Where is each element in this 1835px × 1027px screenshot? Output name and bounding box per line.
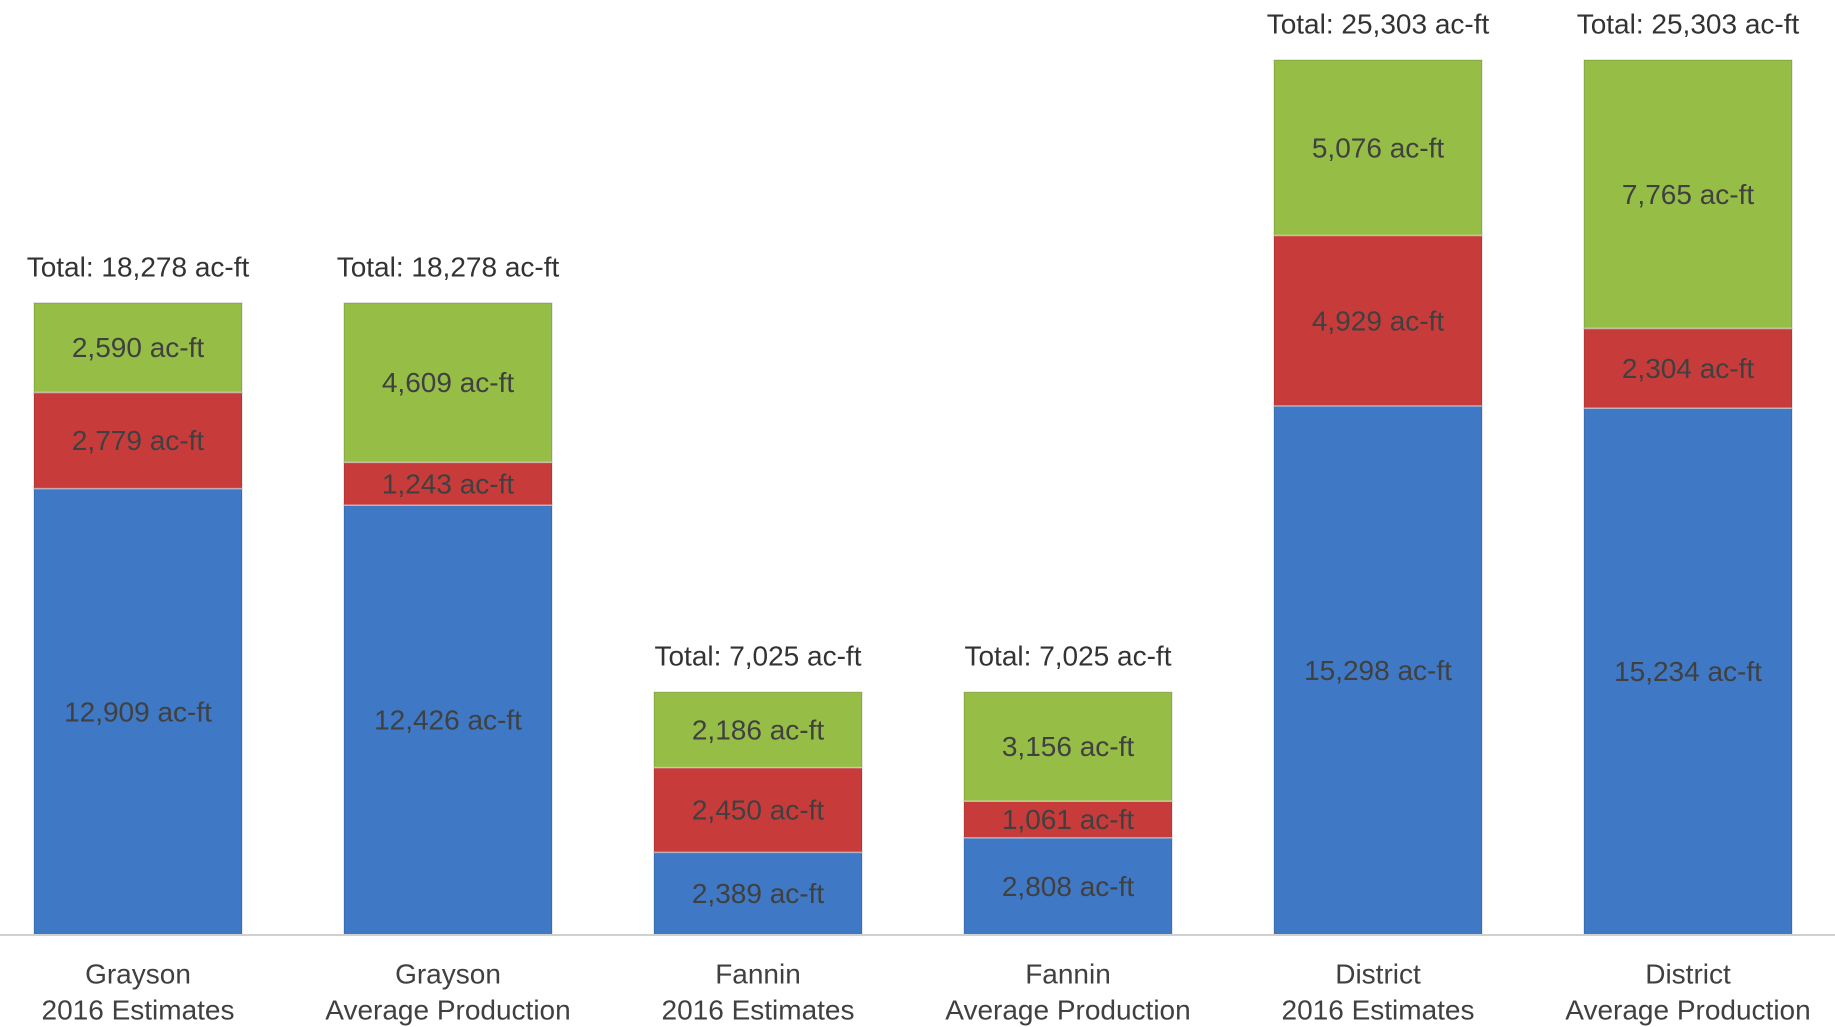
category-label-line1: District (1335, 959, 1421, 990)
data-label: 12,909 ac-ft (64, 696, 212, 727)
bar-segment-4-2 (963, 800, 1173, 839)
total-label: Total: 7,025 ac-ft (964, 641, 1171, 672)
bar-segment-2-1 (343, 504, 553, 936)
category-label-line2: 2016 Estimates (42, 995, 235, 1026)
bar-segment-1-1 (33, 488, 243, 936)
data-label: 2,389 ac-ft (692, 878, 825, 909)
bar-segment-6-1 (1583, 407, 1793, 936)
category-label-line2: 2016 Estimates (662, 995, 855, 1026)
bar-segment-4-1 (963, 837, 1173, 936)
bar-segment-5-2 (1273, 235, 1483, 407)
category-label-line2: Average Production (1565, 995, 1810, 1026)
bars-layer (33, 59, 1793, 936)
data-label: 7,765 ac-ft (1622, 179, 1755, 210)
bar-segment-5-1 (1273, 405, 1483, 936)
bar-segment-1-2 (33, 391, 243, 490)
bar-segment-3-3 (653, 691, 863, 769)
data-label: 15,298 ac-ft (1304, 655, 1452, 686)
data-label: 15,234 ac-ft (1614, 656, 1762, 687)
data-label: 1,061 ac-ft (1002, 804, 1135, 835)
category-label-line2: Average Production (325, 995, 570, 1026)
category-label-line2: Average Production (945, 995, 1190, 1026)
total-label: Total: 18,278 ac-ft (337, 251, 560, 282)
category-label-line1: District (1645, 959, 1731, 990)
data-label: 5,076 ac-ft (1312, 132, 1445, 163)
data-label: 1,243 ac-ft (382, 468, 515, 499)
data-label: 2,450 ac-ft (692, 795, 825, 826)
total-label: Total: 25,303 ac-ft (1267, 9, 1490, 40)
data-label: 2,186 ac-ft (692, 714, 825, 745)
data-label: 2,808 ac-ft (1002, 871, 1135, 902)
bar-segment-2-2 (343, 461, 553, 506)
data-label: 2,779 ac-ft (72, 425, 205, 456)
total-label: Total: 18,278 ac-ft (27, 251, 250, 282)
category-label-line1: Grayson (85, 959, 191, 990)
data-label: 12,426 ac-ft (374, 705, 522, 736)
data-label: 2,304 ac-ft (1622, 353, 1755, 384)
category-label-line1: Grayson (395, 959, 501, 990)
bar-segment-3-2 (653, 767, 863, 853)
category-label-line2: 2016 Estimates (1282, 995, 1475, 1026)
bar-segment-4-3 (963, 691, 1173, 802)
category-label-line1: Fannin (715, 959, 801, 990)
bar-segment-5-3 (1273, 59, 1483, 237)
labels-layer: 12,909 ac-ft 2,779 ac-ft 2,590 ac-ft Total:… (27, 9, 1811, 1026)
data-label: 4,609 ac-ft (382, 367, 515, 398)
bar-segment-2-3 (343, 302, 553, 463)
total-label: Total: 7,025 ac-ft (654, 641, 861, 672)
bar-segment-3-1 (653, 851, 863, 936)
category-label-line1: Fannin (1025, 959, 1111, 990)
bar-segment-6-3 (1583, 59, 1793, 330)
total-label: Total: 25,303 ac-ft (1577, 9, 1800, 40)
data-label: 2,590 ac-ft (72, 332, 205, 363)
data-label: 3,156 ac-ft (1002, 731, 1135, 762)
data-label: 4,929 ac-ft (1312, 305, 1445, 336)
